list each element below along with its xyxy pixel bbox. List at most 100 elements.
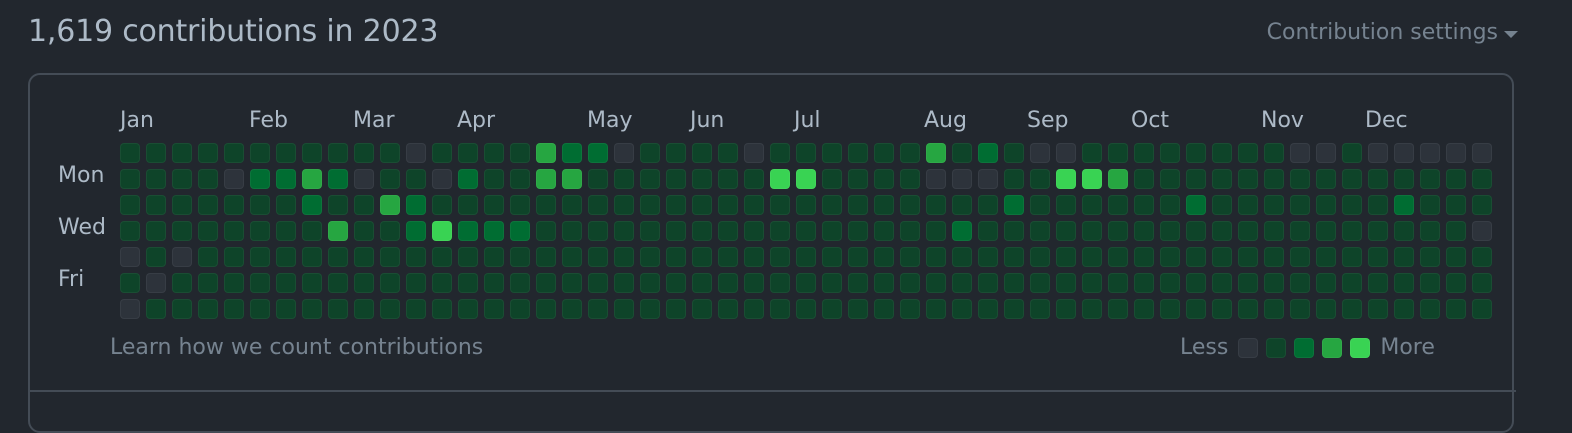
contribution-day-cell[interactable] xyxy=(822,299,842,319)
contribution-day-cell[interactable] xyxy=(796,143,816,163)
contribution-day-cell[interactable] xyxy=(1030,221,1050,241)
contribution-day-cell[interactable] xyxy=(536,195,556,215)
contribution-day-cell[interactable] xyxy=(978,169,998,189)
contribution-day-cell[interactable] xyxy=(250,195,270,215)
contribution-day-cell[interactable] xyxy=(1264,299,1284,319)
contribution-day-cell[interactable] xyxy=(1160,221,1180,241)
contribution-day-cell[interactable] xyxy=(1004,169,1024,189)
contribution-day-cell[interactable] xyxy=(900,247,920,267)
contribution-day-cell[interactable] xyxy=(614,221,634,241)
contribution-day-cell[interactable] xyxy=(328,247,348,267)
contribution-day-cell[interactable] xyxy=(1186,247,1206,267)
contribution-day-cell[interactable] xyxy=(146,273,166,293)
contribution-day-cell[interactable] xyxy=(1186,169,1206,189)
contribution-day-cell[interactable] xyxy=(744,221,764,241)
contribution-day-cell[interactable] xyxy=(328,221,348,241)
contribution-day-cell[interactable] xyxy=(1290,169,1310,189)
contribution-day-cell[interactable] xyxy=(1082,247,1102,267)
contribution-day-cell[interactable] xyxy=(874,143,894,163)
contribution-day-cell[interactable] xyxy=(276,299,296,319)
contribution-day-cell[interactable] xyxy=(276,195,296,215)
contribution-day-cell[interactable] xyxy=(432,247,452,267)
contribution-day-cell[interactable] xyxy=(1056,221,1076,241)
contribution-day-cell[interactable] xyxy=(1212,143,1232,163)
contribution-day-cell[interactable] xyxy=(640,299,660,319)
contribution-day-cell[interactable] xyxy=(1420,273,1440,293)
contribution-day-cell[interactable] xyxy=(250,299,270,319)
contribution-day-cell[interactable] xyxy=(978,247,998,267)
contribution-day-cell[interactable] xyxy=(1368,299,1388,319)
contribution-day-cell[interactable] xyxy=(1082,169,1102,189)
contribution-day-cell[interactable] xyxy=(1030,273,1050,293)
contribution-day-cell[interactable] xyxy=(224,195,244,215)
contribution-day-cell[interactable] xyxy=(1290,273,1310,293)
contribution-day-cell[interactable] xyxy=(1030,195,1050,215)
contribution-day-cell[interactable] xyxy=(484,221,504,241)
contribution-day-cell[interactable] xyxy=(744,143,764,163)
contribution-day-cell[interactable] xyxy=(1082,273,1102,293)
contribution-day-cell[interactable] xyxy=(1004,195,1024,215)
contribution-day-cell[interactable] xyxy=(1342,221,1362,241)
learn-count-link[interactable]: Learn how we count contributions xyxy=(110,335,484,360)
contribution-day-cell[interactable] xyxy=(1264,221,1284,241)
contribution-day-cell[interactable] xyxy=(1134,299,1154,319)
contribution-day-cell[interactable] xyxy=(328,143,348,163)
contribution-day-cell[interactable] xyxy=(510,247,530,267)
contribution-day-cell[interactable] xyxy=(1264,247,1284,267)
contribution-day-cell[interactable] xyxy=(588,169,608,189)
contribution-day-cell[interactable] xyxy=(432,169,452,189)
contribution-day-cell[interactable] xyxy=(354,299,374,319)
contribution-day-cell[interactable] xyxy=(874,195,894,215)
contribution-day-cell[interactable] xyxy=(666,221,686,241)
contribution-day-cell[interactable] xyxy=(1004,247,1024,267)
contribution-day-cell[interactable] xyxy=(1134,169,1154,189)
contribution-day-cell[interactable] xyxy=(1472,247,1492,267)
contribution-day-cell[interactable] xyxy=(302,273,322,293)
contribution-day-cell[interactable] xyxy=(458,273,478,293)
contribution-day-cell[interactable] xyxy=(588,195,608,215)
contribution-day-cell[interactable] xyxy=(432,273,452,293)
contribution-day-cell[interactable] xyxy=(484,247,504,267)
contribution-day-cell[interactable] xyxy=(1056,299,1076,319)
contribution-day-cell[interactable] xyxy=(900,273,920,293)
contribution-day-cell[interactable] xyxy=(926,169,946,189)
contribution-day-cell[interactable] xyxy=(120,273,140,293)
contribution-day-cell[interactable] xyxy=(1030,169,1050,189)
contribution-day-cell[interactable] xyxy=(952,143,972,163)
contribution-day-cell[interactable] xyxy=(614,169,634,189)
contribution-day-cell[interactable] xyxy=(744,273,764,293)
contribution-day-cell[interactable] xyxy=(1394,195,1414,215)
contribution-day-cell[interactable] xyxy=(614,195,634,215)
contribution-day-cell[interactable] xyxy=(120,169,140,189)
contribution-day-cell[interactable] xyxy=(1368,247,1388,267)
contribution-day-cell[interactable] xyxy=(1420,247,1440,267)
contribution-day-cell[interactable] xyxy=(1212,273,1232,293)
contribution-day-cell[interactable] xyxy=(1342,247,1362,267)
contribution-day-cell[interactable] xyxy=(562,195,582,215)
contribution-day-cell[interactable] xyxy=(1134,143,1154,163)
contribution-day-cell[interactable] xyxy=(874,169,894,189)
contribution-day-cell[interactable] xyxy=(666,273,686,293)
contribution-day-cell[interactable] xyxy=(666,169,686,189)
contribution-day-cell[interactable] xyxy=(380,299,400,319)
contribution-day-cell[interactable] xyxy=(770,273,790,293)
contribution-day-cell[interactable] xyxy=(120,195,140,215)
contribution-day-cell[interactable] xyxy=(718,299,738,319)
contribution-day-cell[interactable] xyxy=(1186,143,1206,163)
contribution-day-cell[interactable] xyxy=(1290,299,1310,319)
contribution-day-cell[interactable] xyxy=(1212,169,1232,189)
contribution-day-cell[interactable] xyxy=(588,299,608,319)
contribution-day-cell[interactable] xyxy=(718,169,738,189)
contribution-day-cell[interactable] xyxy=(1264,169,1284,189)
contribution-day-cell[interactable] xyxy=(1368,273,1388,293)
contribution-day-cell[interactable] xyxy=(172,247,192,267)
contribution-day-cell[interactable] xyxy=(406,299,426,319)
contribution-day-cell[interactable] xyxy=(796,221,816,241)
contribution-day-cell[interactable] xyxy=(1186,273,1206,293)
contribution-day-cell[interactable] xyxy=(900,143,920,163)
contribution-day-cell[interactable] xyxy=(536,299,556,319)
contribution-day-cell[interactable] xyxy=(1108,169,1128,189)
contribution-day-cell[interactable] xyxy=(172,273,192,293)
contribution-day-cell[interactable] xyxy=(1394,247,1414,267)
contribution-day-cell[interactable] xyxy=(1186,221,1206,241)
